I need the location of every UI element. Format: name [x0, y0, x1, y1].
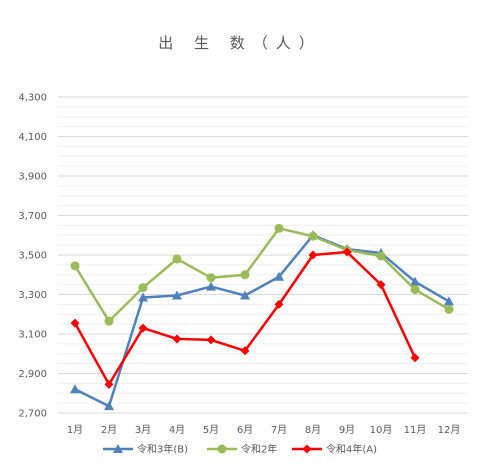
series-line-1: [73, 227, 450, 323]
y-tick-label: 3,900: [18, 172, 47, 183]
y-tick-label: 2,900: [18, 369, 47, 380]
data-point-0: [410, 276, 420, 286]
data-point-0: [274, 271, 284, 281]
x-tick-label: 11月: [404, 424, 427, 436]
x-tick-label: 6月: [237, 424, 253, 436]
y-tick-label: 3,700: [18, 211, 47, 222]
data-point-1: [240, 270, 250, 280]
x-tick-label: 8月: [305, 424, 321, 436]
data-point-1: [70, 261, 80, 271]
data-point-2: [376, 280, 386, 290]
legend-marker-1: [217, 444, 227, 454]
x-tick-label: 1月: [67, 424, 83, 436]
data-point-0: [444, 296, 454, 306]
x-tick-label: 4月: [169, 424, 185, 436]
legend-label-2: 令和4年(A): [326, 443, 377, 456]
series-line-0: [74, 234, 450, 408]
y-tick-label: 3,500: [18, 251, 47, 262]
data-point-2: [172, 334, 182, 344]
data-point-0: [104, 401, 114, 411]
data-point-1: [104, 316, 114, 326]
data-point-1: [410, 285, 420, 295]
data-point-1: [444, 304, 454, 314]
data-point-2: [410, 353, 420, 363]
x-tick-label: 9月: [339, 424, 355, 436]
data-point-1: [274, 223, 284, 233]
chart-title: 出 生 数（人）: [158, 34, 322, 52]
data-point-2: [342, 247, 352, 257]
x-tick-label: 10月: [370, 424, 393, 436]
data-point-2: [274, 299, 284, 309]
data-point-2: [104, 379, 114, 389]
data-point-2: [70, 318, 80, 328]
legend-label-1: 令和2年: [241, 443, 277, 456]
data-point-0: [172, 290, 182, 300]
data-point-0: [240, 290, 250, 300]
y-tick-label: 3,300: [18, 290, 47, 301]
data-point-1: [206, 273, 216, 283]
legend-marker-0: [113, 444, 123, 453]
y-tick-label: 4,300: [18, 93, 47, 104]
data-point-1: [376, 251, 386, 261]
x-tick-label: 5月: [203, 424, 219, 436]
data-point-2: [240, 346, 250, 356]
y-tick-label: 4,100: [18, 132, 47, 143]
x-tick-label: 12月: [438, 424, 461, 436]
data-point-1: [138, 283, 148, 293]
data-point-0: [138, 292, 148, 302]
legend-label-0: 令和3年(B): [137, 443, 188, 456]
y-tick-label: 3,100: [18, 330, 47, 341]
legend-marker-2: [302, 444, 312, 454]
data-point-2: [138, 323, 148, 333]
x-tick-label: 7月: [271, 424, 287, 436]
data-point-2: [308, 250, 318, 260]
data-point-0: [70, 384, 80, 394]
y-tick-label: 2,700: [18, 409, 47, 420]
data-point-1: [172, 254, 182, 264]
x-tick-label: 2月: [101, 424, 117, 436]
data-point-0: [206, 281, 216, 291]
data-point-1: [308, 231, 318, 241]
x-tick-label: 3月: [135, 424, 151, 436]
data-point-2: [206, 335, 216, 345]
